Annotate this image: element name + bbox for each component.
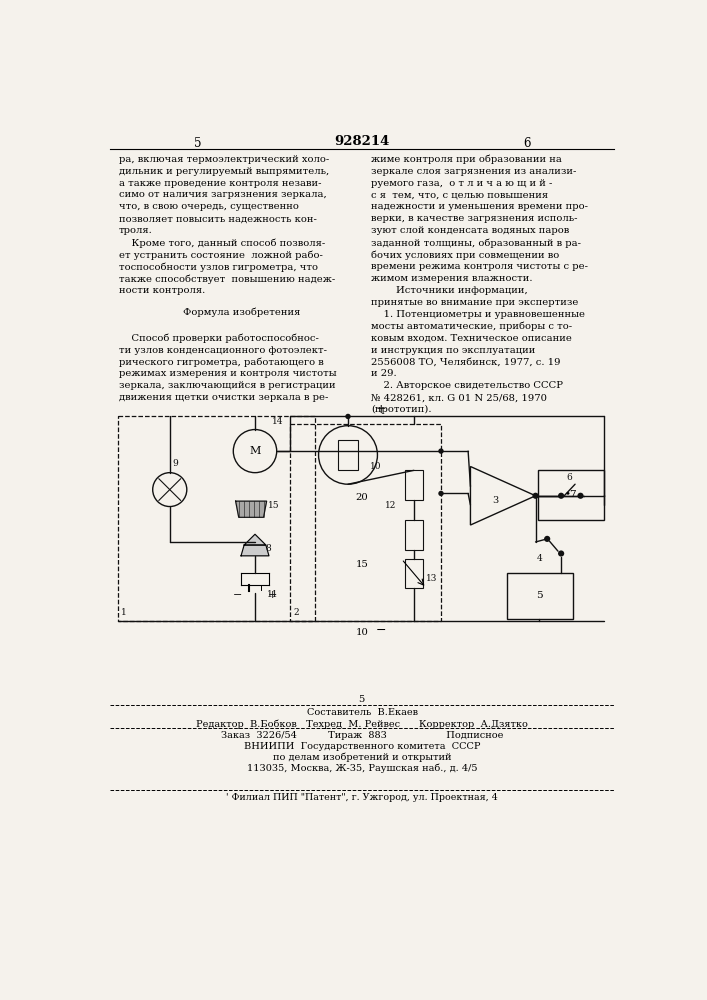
Text: верки, в качестве загрязнения исполь-: верки, в качестве загрязнения исполь-: [371, 214, 578, 223]
Text: 6: 6: [566, 473, 572, 482]
Text: •7: •7: [564, 490, 577, 499]
Polygon shape: [244, 534, 266, 545]
Text: +: +: [375, 403, 386, 416]
Text: № 428261, кл. G 01 N 25/68, 1970: № 428261, кл. G 01 N 25/68, 1970: [371, 393, 547, 402]
Text: надежности и уменьшения времени про-: надежности и уменьшения времени про-: [371, 202, 588, 211]
Text: 2: 2: [293, 608, 298, 617]
Text: что, в свою очередь, существенно: что, в свою очередь, существенно: [119, 202, 298, 211]
Text: жимом измерения влажности.: жимом измерения влажности.: [371, 274, 533, 283]
Text: Формула изобретения: Формула изобретения: [183, 307, 300, 317]
Bar: [404, 470, 423, 500]
Text: 11: 11: [267, 590, 279, 599]
Text: 5: 5: [358, 695, 365, 704]
Bar: [404, 520, 423, 550]
Text: 14: 14: [272, 417, 284, 426]
Text: 6: 6: [523, 137, 530, 150]
Text: Заказ  3226/54          Тираж  883                   Подписное: Заказ 3226/54 Тираж 883 Подписное: [221, 731, 503, 740]
Text: позволяет повысить надежность кон-: позволяет повысить надежность кон-: [119, 214, 317, 223]
Text: принятые во внимание при экспертизе: принятые во внимание при экспертизе: [371, 298, 578, 307]
Circle shape: [438, 491, 444, 496]
Circle shape: [532, 493, 539, 499]
Circle shape: [544, 536, 550, 542]
Text: и 29.: и 29.: [371, 369, 397, 378]
Text: ет устранить состояние  ложной рабо-: ет устранить состояние ложной рабо-: [119, 250, 322, 260]
Bar: [290, 424, 441, 620]
Text: (прототип).: (прототип).: [371, 405, 432, 414]
Circle shape: [578, 493, 583, 499]
Text: тоспособности узлов гигрометра, что: тоспособности узлов гигрометра, что: [119, 262, 317, 272]
Text: 1. Потенциометры и уравновешенные: 1. Потенциометры и уравновешенные: [371, 310, 585, 319]
Text: +: +: [267, 590, 276, 600]
Text: 13: 13: [426, 574, 438, 583]
Circle shape: [438, 448, 444, 454]
Text: ти узлов конденсационного фотоэлект-: ти узлов конденсационного фотоэлект-: [119, 346, 327, 355]
Text: и инструкция по эксплуатации: и инструкция по эксплуатации: [371, 346, 536, 355]
Text: 2. Авторское свидетельство СССР: 2. Авторское свидетельство СССР: [371, 381, 563, 390]
Text: троля.: троля.: [119, 226, 152, 235]
Text: жиме контроля при образовании на: жиме контроля при образовании на: [371, 155, 562, 164]
Text: движения щетки очистки зеркала в ре-: движения щетки очистки зеркала в ре-: [119, 393, 328, 402]
Text: руемого газа,  о т л и ч а ю щ и й -: руемого газа, о т л и ч а ю щ и й -: [371, 179, 553, 188]
Circle shape: [558, 550, 564, 557]
Text: а также проведение контроля незави-: а также проведение контроля незави-: [119, 179, 321, 188]
Bar: [404, 559, 423, 588]
Text: рического гигрометра, работающего в: рического гигрометра, работающего в: [119, 358, 323, 367]
Text: ' Филиал ПИП "Патент", г. Ужгород, ул. Проектная, 4: ' Филиал ПИП "Патент", г. Ужгород, ул. П…: [226, 793, 498, 802]
Text: 928214: 928214: [334, 135, 390, 148]
Text: 4: 4: [537, 554, 542, 563]
Text: Составитель  В.Екаев: Составитель В.Екаев: [307, 708, 418, 717]
Text: по делам изобретений и открытий: по делам изобретений и открытий: [273, 753, 452, 762]
Text: зуют слой конденсата водяных паров: зуют слой конденсата водяных паров: [371, 226, 570, 235]
Text: 8: 8: [266, 544, 271, 553]
Text: также способствует  повышению надеж-: также способствует повышению надеж-: [119, 274, 334, 284]
Text: ности контроля.: ности контроля.: [119, 286, 205, 295]
Text: Способ проверки работоспособнос-: Способ проверки работоспособнос-: [119, 334, 318, 343]
Text: 1: 1: [121, 608, 127, 617]
Text: режимах измерения и контроля чистоты: режимах измерения и контроля чистоты: [119, 369, 336, 378]
Text: с я  тем, что, с целью повышения: с я тем, что, с целью повышения: [371, 190, 549, 199]
Text: 2556008 ТО, Челябинск, 1977, с. 19: 2556008 ТО, Челябинск, 1977, с. 19: [371, 358, 561, 367]
Text: 15: 15: [268, 500, 280, 510]
Text: 5: 5: [536, 591, 543, 600]
Text: −: −: [375, 624, 386, 637]
Text: ра, включая термоэлектрический холо-: ра, включая термоэлектрический холо-: [119, 155, 329, 164]
Text: заданной толщины, образованный в ра-: заданной толщины, образованный в ра-: [371, 238, 581, 248]
Text: симо от наличия загрязнения зеркала,: симо от наличия загрязнения зеркала,: [119, 190, 326, 199]
Text: зеркала, заключающийся в регистрации: зеркала, заключающийся в регистрации: [119, 381, 335, 390]
Text: мосты автоматические, приборы с то-: мосты автоматические, приборы с то-: [371, 322, 573, 331]
Bar: [507, 573, 573, 619]
Text: М: М: [250, 446, 261, 456]
Text: Редактор  В.Бобков   Техред  М. Рейвес      Корректор  А.Дзятко: Редактор В.Бобков Техред М. Рейвес Корре…: [197, 719, 528, 729]
Text: 113035, Москва, Ж-35, Раушская наб., д. 4/5: 113035, Москва, Ж-35, Раушская наб., д. …: [247, 764, 478, 773]
Text: Кроме того, данный способ позволя-: Кроме того, данный способ позволя-: [119, 238, 325, 248]
Circle shape: [345, 414, 351, 419]
Text: Источники информации,: Источники информации,: [371, 286, 528, 295]
Text: 9: 9: [173, 459, 179, 468]
Text: ковым входом. Техническое описание: ковым входом. Техническое описание: [371, 334, 572, 343]
Text: 5: 5: [194, 137, 201, 150]
Text: 3: 3: [492, 496, 498, 505]
Text: дильник и регулируемый выпрямитель,: дильник и регулируемый выпрямитель,: [119, 167, 329, 176]
Text: −: −: [233, 590, 243, 600]
Text: зеркале слоя загрязнения из анализи-: зеркале слоя загрязнения из анализи-: [371, 167, 577, 176]
Text: 12: 12: [385, 500, 397, 510]
Bar: [118, 416, 315, 620]
Text: ВНИИПИ  Государственного комитета  СССР: ВНИИПИ Государственного комитета СССР: [244, 742, 481, 751]
Text: времени режима контроля чистоты с ре-: времени режима контроля чистоты с ре-: [371, 262, 588, 271]
Text: бочих условиях при совмещении во: бочих условиях при совмещении во: [371, 250, 559, 260]
Text: 15: 15: [356, 560, 368, 569]
Polygon shape: [235, 501, 267, 517]
Circle shape: [558, 493, 564, 499]
Text: 20: 20: [356, 493, 368, 502]
Text: 10: 10: [356, 628, 368, 637]
Text: 10: 10: [370, 462, 381, 471]
Bar: [538, 470, 604, 520]
Bar: [338, 440, 358, 470]
Polygon shape: [241, 545, 269, 556]
